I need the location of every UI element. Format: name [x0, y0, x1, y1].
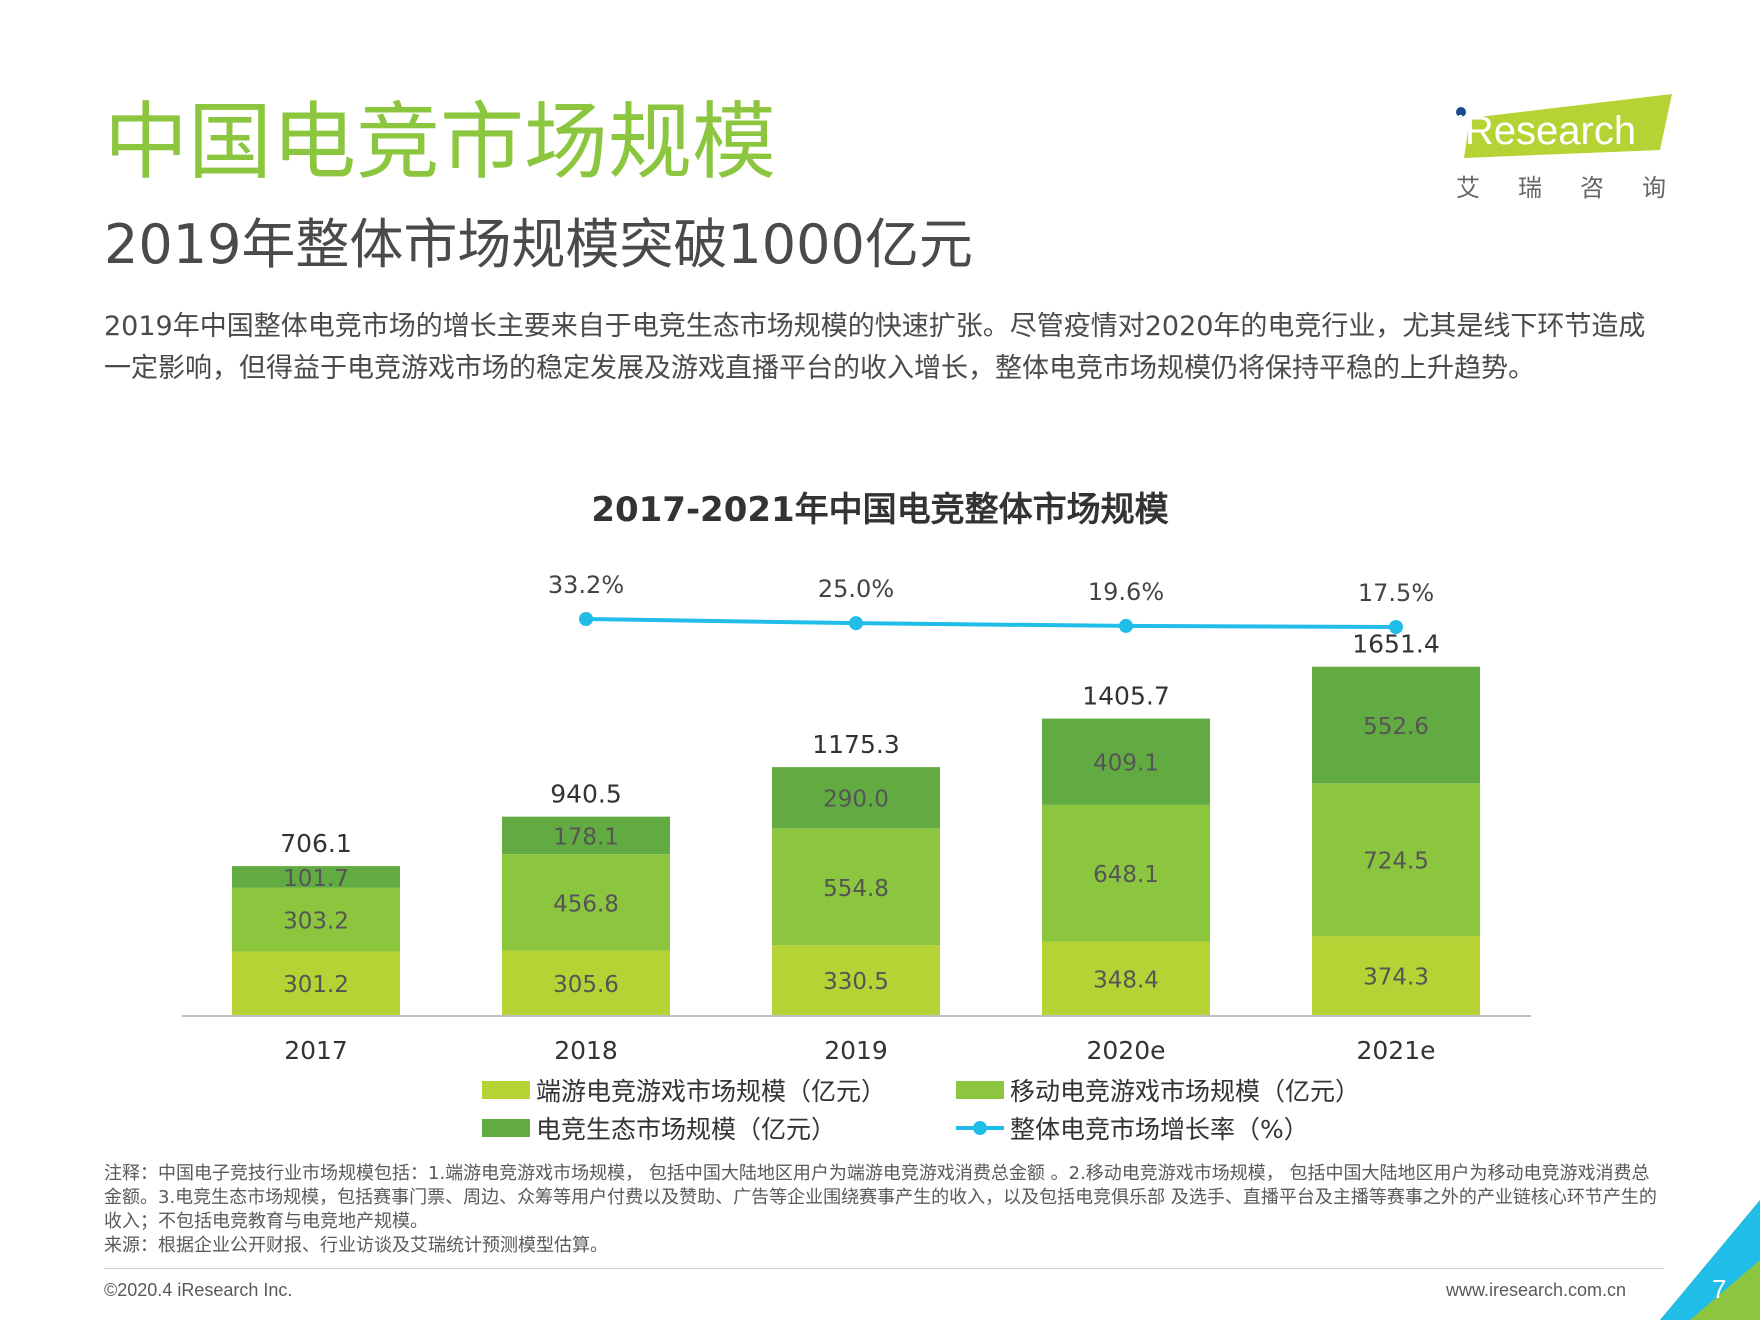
logo-chinese-name: 艾瑞咨询: [1456, 174, 1704, 202]
page-subtitle: 2019年整体市场规模突破1000亿元: [104, 213, 973, 276]
growth-rate-label: 33.2%: [548, 571, 624, 599]
bar-segment-1: [772, 945, 940, 1015]
page-number: 7: [1712, 1274, 1727, 1304]
legend-swatch: [956, 1081, 1004, 1099]
bar-segment-3: [232, 866, 400, 888]
bar-segment-label: 552.6: [1363, 714, 1429, 740]
page-title: 中国电竞市场规模: [104, 93, 777, 191]
chart-title: 2017-2021年中国电竞整体市场规模: [591, 490, 1169, 530]
legend-item-ecosystem: 电竞生态市场规模（亿元）: [482, 1110, 836, 1146]
bar-segment-label: 301.2: [283, 972, 349, 998]
legend-item-growth-rate: 整体电竞市场增长率（%）: [956, 1110, 1309, 1146]
intro-paragraph: 2019年中国整体电竞市场的增长主要来自于电竞生态市场规模的快速扩张。尽管疫情对…: [104, 311, 1646, 384]
growth-point: [1389, 620, 1403, 634]
growth-line-layer: 33.2% 25.0% 19.6% 17.5%: [548, 571, 1434, 634]
bar-segment-1: [1312, 936, 1480, 1015]
bar-segment-1: [1042, 941, 1210, 1015]
logo-text: iResearch: [1456, 109, 1636, 153]
footnote-annotation: 注释：中国电子竞技行业市场规模包括：1.端游电竞游戏市场规模， 包括中国大陆地区…: [104, 1163, 1657, 1232]
growth-point: [1119, 618, 1133, 633]
bars-layer: [232, 666, 1480, 1015]
bar-segment-label: 724.5: [1363, 849, 1429, 875]
bar-segment-label: 330.5: [823, 969, 889, 995]
bar-segment-3: [1042, 718, 1210, 805]
iresearch-logo: iResearch: [1456, 94, 1672, 158]
bar-segment-label: 303.2: [283, 909, 349, 935]
legend-swatch: [482, 1119, 530, 1137]
bar-segment-label: 648.1: [1093, 862, 1159, 888]
x-tick-label: 2018: [554, 1036, 618, 1065]
growth-rate-label: 25.0%: [818, 575, 894, 603]
bar-total-label: 1405.7: [1082, 682, 1169, 711]
bar-segment-1: [232, 951, 400, 1015]
bar-total-label: 1651.4: [1352, 630, 1439, 659]
bar-segment-1: [502, 950, 670, 1015]
growth-rate-label: 17.5%: [1358, 579, 1434, 607]
bar-segment-2: [772, 828, 940, 946]
x-tick-label: 2017: [284, 1036, 348, 1065]
legend-label: 电竞生态市场规模（亿元）: [536, 1115, 837, 1144]
footnote-source: 来源：根据企业公开财报、行业访谈及艾瑞统计预测模型估算。: [104, 1235, 608, 1256]
bar-segment-label: 409.1: [1093, 751, 1159, 777]
legend-line-marker: [956, 1119, 1004, 1137]
bar-total-label: 706.1: [280, 829, 352, 858]
x-tick-label: 2019: [824, 1036, 888, 1065]
bar-segment-3: [772, 767, 940, 829]
bar-segment-label: 178.1: [553, 824, 619, 850]
website-link[interactable]: www.iresearch.com.cn: [1446, 1280, 1627, 1300]
bar-segment-label: 554.8: [823, 876, 889, 902]
bar-segment-2: [232, 887, 400, 952]
bar-total-label: 1175.3: [812, 730, 899, 759]
bar-segment-label: 101.7: [283, 866, 349, 892]
bar-segment-label: 374.3: [1363, 965, 1429, 991]
bar-segment-2: [1312, 783, 1480, 937]
bar-segment-2: [1042, 804, 1210, 942]
footnote: 注释：中国电子竞技行业市场规模包括：1.端游电竞游戏市场规模， 包括中国大陆地区…: [104, 1162, 1664, 1258]
legend-item-mobile-esports: 移动电竞游戏市场规模（亿元）: [956, 1072, 1360, 1108]
growth-rate-label: 19.6%: [1088, 578, 1164, 606]
corner-decoration: [1660, 1200, 1760, 1320]
growth-point: [849, 616, 863, 631]
footer-divider: [104, 1268, 1664, 1269]
bar-segment-label: 305.6: [553, 972, 619, 998]
legend-label: 整体电竞市场增长率（%）: [1010, 1115, 1309, 1144]
growth-line: [585, 617, 1397, 629]
x-tick-label: 2021e: [1356, 1036, 1435, 1065]
bar-segment-2: [502, 854, 670, 951]
x-tick-label: 2020e: [1086, 1036, 1165, 1065]
bar-segment-label: 456.8: [553, 891, 619, 917]
bar-segment-3: [1312, 666, 1480, 784]
growth-point: [579, 612, 593, 626]
bar-total-label: 940.5: [550, 780, 622, 809]
bar-segment-label: 290.0: [823, 787, 889, 813]
copyright: ©2020.4 iResearch Inc.: [104, 1280, 293, 1300]
bar-segment-label: 348.4: [1093, 967, 1159, 993]
legend-label: 端游电竞游戏市场规模（亿元）: [536, 1077, 887, 1106]
legend-item-pc-esports: 端游电竞游戏市场规模（亿元）: [482, 1072, 886, 1108]
bar-segment-3: [502, 816, 670, 855]
legend-swatch: [482, 1081, 530, 1099]
labels-layer: 301.2 303.2 101.7 706.1 2017 305.6 456.8 178.1 9…: [280, 630, 1440, 1065]
legend-label: 移动电竞游戏市场规模（亿元）: [1010, 1077, 1361, 1106]
